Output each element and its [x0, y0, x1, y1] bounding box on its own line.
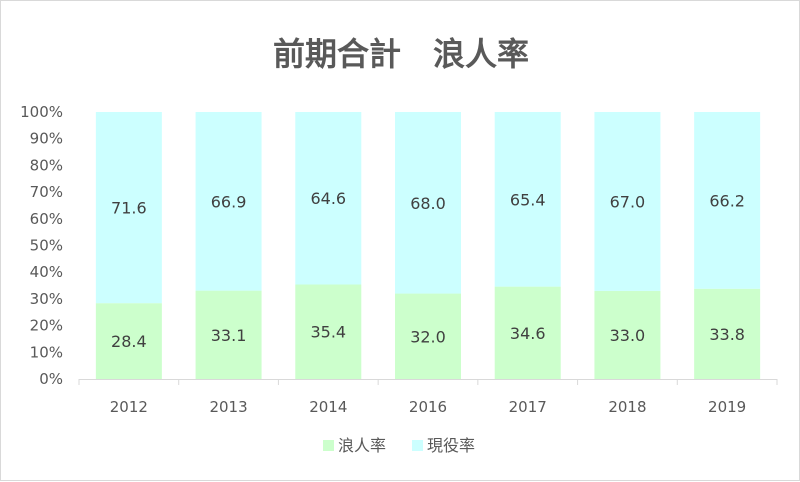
y-tick-label: 60%: [30, 210, 63, 228]
y-tick-label: 0%: [39, 370, 63, 388]
bar-ronin-2018: [594, 290, 661, 379]
data-label: 66.2: [709, 191, 745, 210]
bar-genneki-2013: [195, 112, 262, 291]
bar-ronin-2019: [694, 288, 761, 379]
bar-genneki-2019: [694, 112, 761, 289]
data-label: 32.0: [410, 327, 446, 346]
legend-label: 現役率: [427, 436, 475, 455]
x-tick-label: 2019: [708, 398, 746, 416]
data-label: 71.6: [111, 199, 147, 218]
x-tick-label: 2013: [209, 398, 247, 416]
bar-ronin-2013: [195, 290, 262, 379]
bar-ronin-2012: [95, 303, 162, 379]
y-tick-label: 70%: [30, 183, 63, 201]
chart-title: 前期合計 浪人率: [273, 35, 529, 73]
data-label: 33.8: [709, 325, 745, 344]
bar-genneki-2014: [295, 112, 362, 285]
data-label: 33.0: [610, 326, 646, 345]
bar-genneki-2016: [395, 112, 461, 294]
y-tick-label: 40%: [30, 263, 63, 281]
y-tick-label: 80%: [30, 156, 63, 174]
legend: 浪人率 現役率: [323, 436, 475, 455]
x-axis: 2012 2013 2014 2016 2017 2018 2019: [78, 379, 778, 416]
legend-swatch: [412, 440, 423, 451]
data-label: 68.0: [410, 194, 446, 213]
x-tick-label: 2018: [608, 398, 646, 416]
y-tick-label: 20%: [30, 317, 63, 335]
y-tick-label: 50%: [30, 237, 63, 255]
y-tick-label: 100%: [20, 103, 63, 121]
bar-genneki-2017: [494, 112, 561, 287]
data-label: 67.0: [610, 192, 646, 211]
y-axis: 0% 10% 20% 30% 40% 50% 60% 70% 80% 90% 100%: [20, 103, 63, 388]
data-label: 33.1: [211, 326, 247, 345]
data-label: 64.6: [310, 189, 346, 208]
x-tick-label: 2016: [409, 398, 447, 416]
bars: [95, 112, 761, 379]
data-label: 34.6: [510, 324, 546, 343]
y-tick-label: 10%: [30, 343, 63, 361]
data-label: 28.4: [111, 332, 147, 351]
x-tick-label: 2017: [509, 398, 547, 416]
data-label: 35.4: [310, 323, 346, 342]
data-labels: 28.4 71.6 33.1 66.9 35.4 64.6 32.0 68.0 34.6 65.4…: [111, 189, 745, 351]
data-label: 66.9: [211, 192, 247, 211]
bar-ronin-2017: [494, 286, 561, 379]
legend-swatch: [323, 440, 334, 451]
bar-genneki-2018: [594, 112, 661, 291]
y-tick-label: 90%: [30, 130, 63, 148]
bar-ronin-2014: [295, 284, 362, 379]
legend-label: 浪人率: [338, 436, 386, 455]
y-tick-label: 30%: [30, 290, 63, 308]
x-tick-label: 2014: [309, 398, 347, 416]
data-label: 65.4: [510, 190, 546, 209]
x-tick-label: 2012: [110, 398, 148, 416]
bar-genneki-2012: [95, 112, 162, 304]
bar-ronin-2016: [395, 293, 461, 379]
